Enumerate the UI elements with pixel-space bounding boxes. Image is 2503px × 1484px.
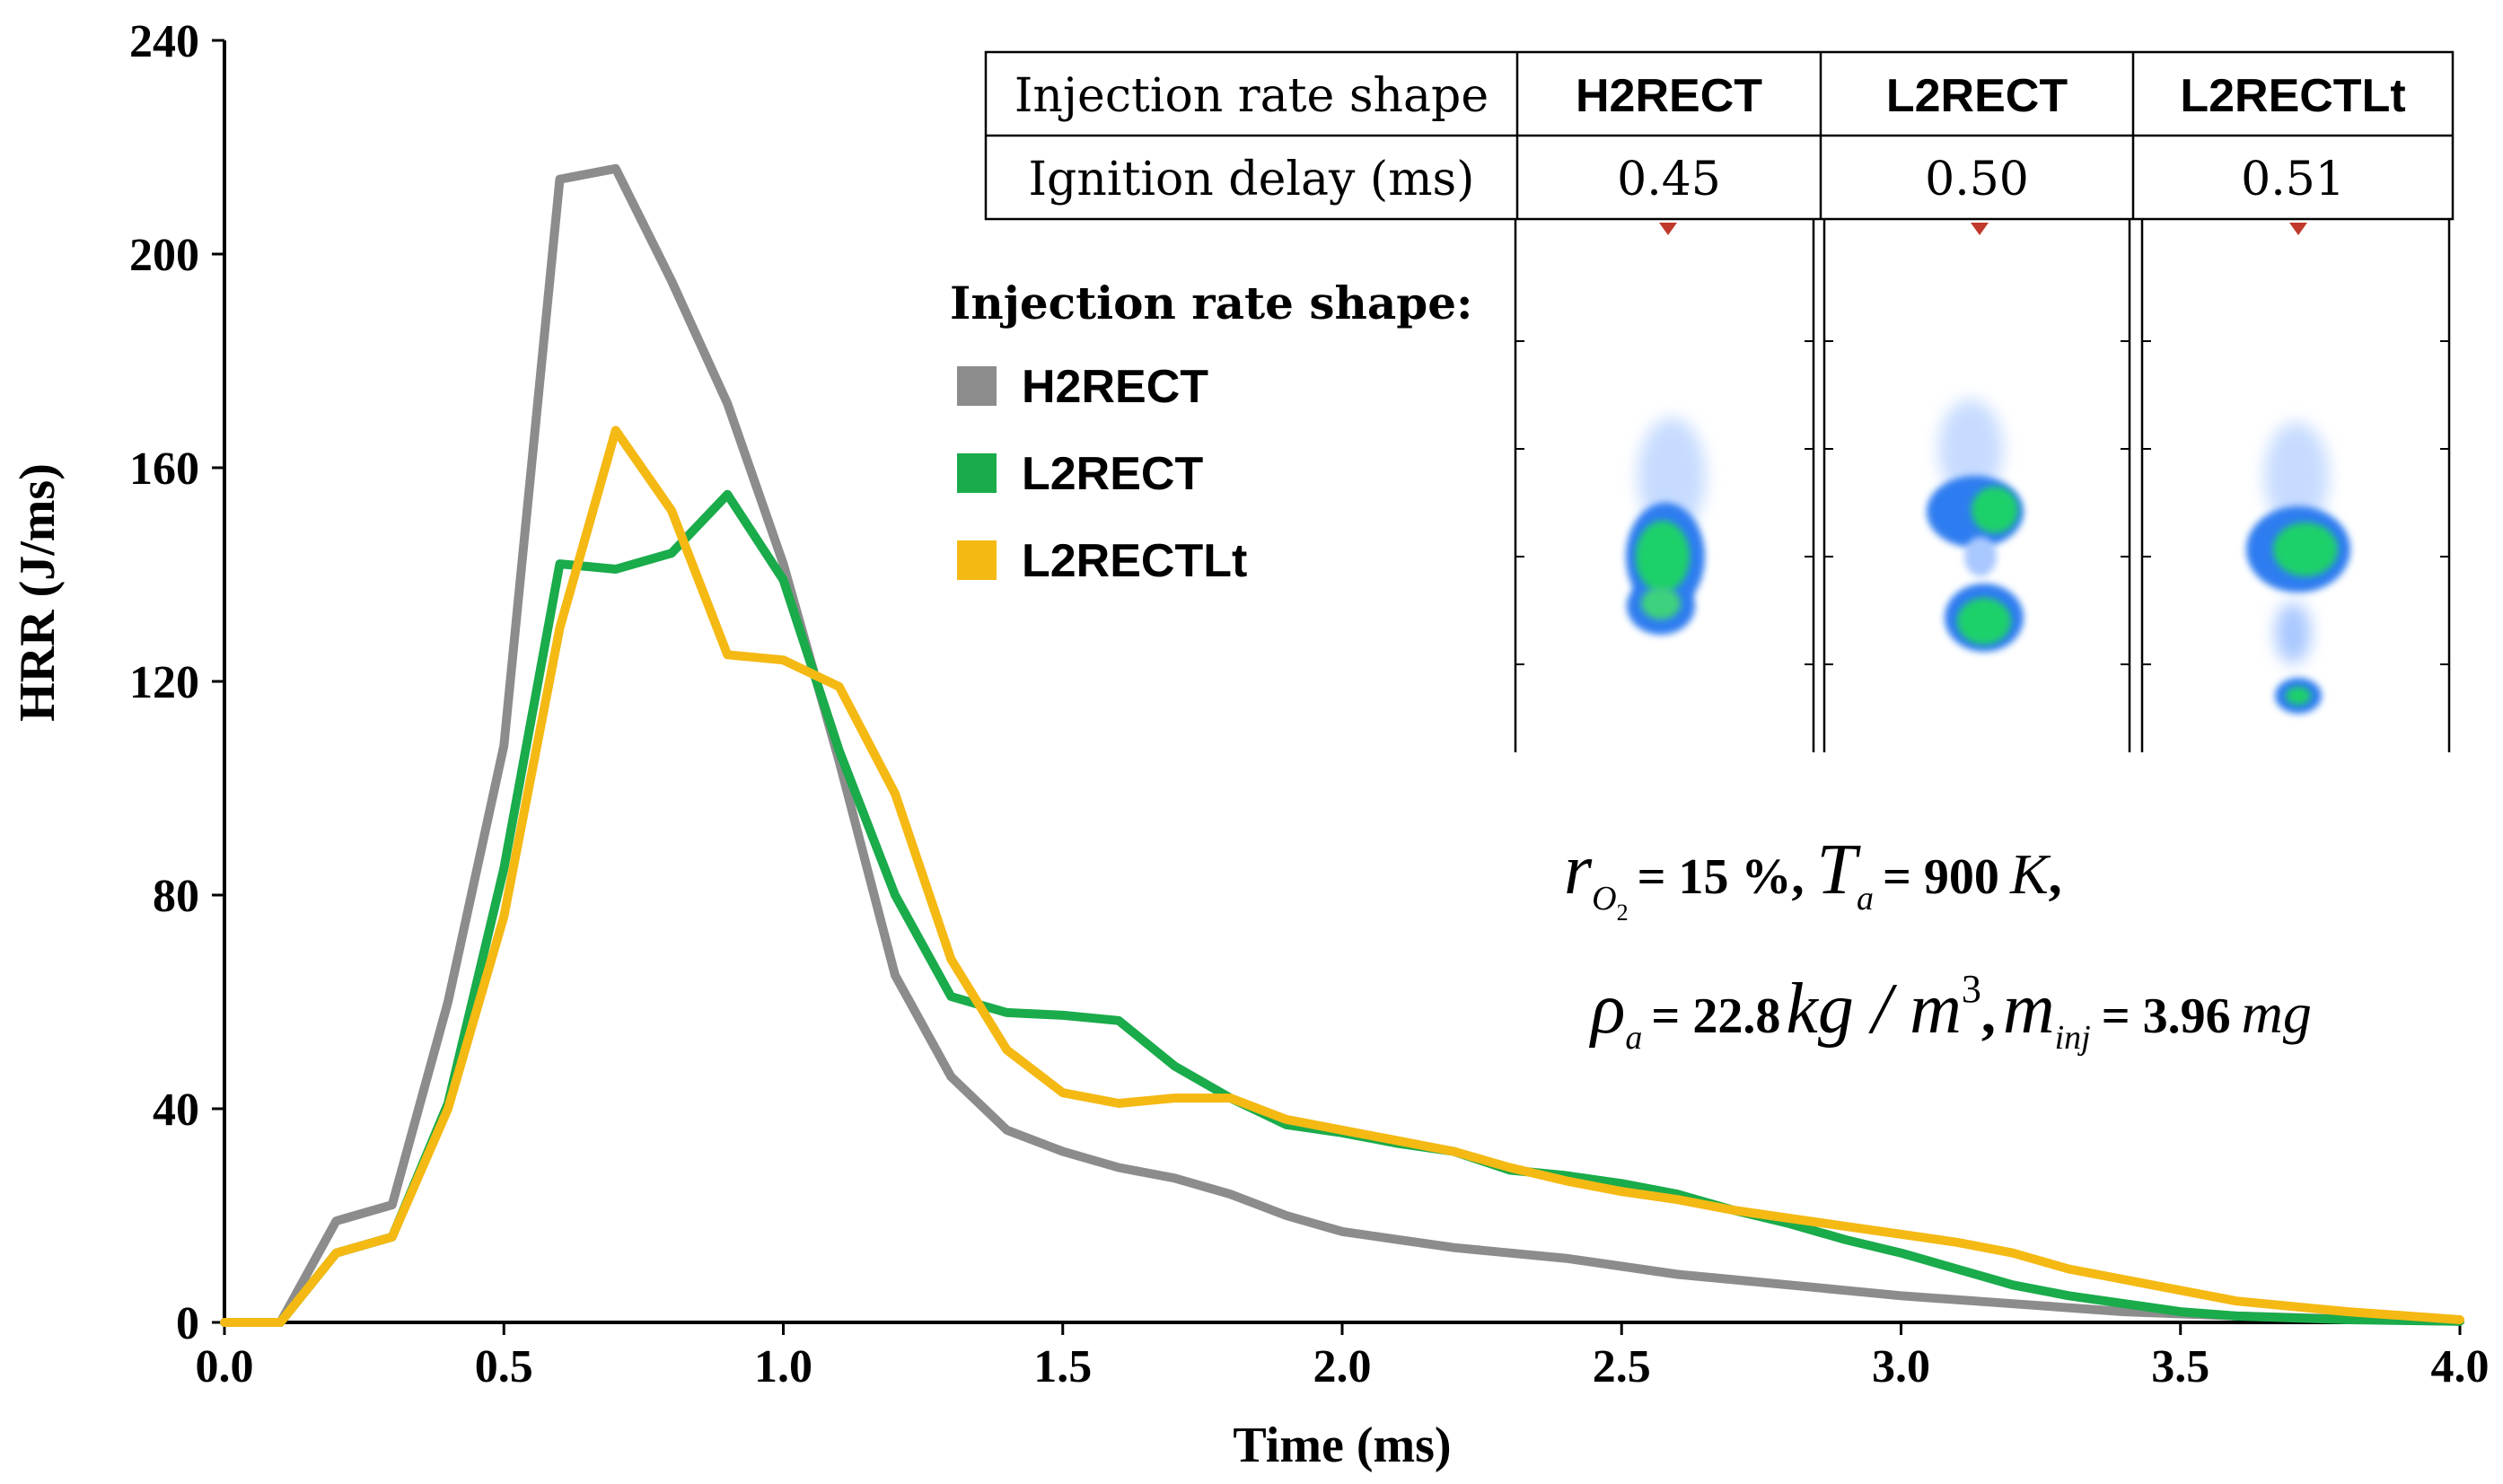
legend-swatch-l2rect bbox=[957, 453, 997, 493]
x-tick-label: 0.5 bbox=[475, 1341, 533, 1392]
legend-title: Injection rate shape: bbox=[950, 277, 1472, 329]
table-header: L2RECTLt bbox=[2180, 70, 2405, 122]
legend-swatch-h2rect bbox=[957, 366, 997, 406]
y-tick-label: 0 bbox=[176, 1298, 199, 1349]
table-cell: 0.45 bbox=[1617, 153, 1721, 206]
flame-image-panels bbox=[1514, 219, 2451, 752]
flame-image-h2rect bbox=[1626, 417, 1706, 635]
ignition-delay-table: Injection rate shape H2RECT L2RECT L2REC… bbox=[984, 50, 2455, 221]
legend: Injection rate shape: H2RECT L2RECT L2RE… bbox=[950, 277, 1472, 587]
y-tick-label: 80 bbox=[153, 871, 199, 922]
series-layer bbox=[220, 163, 2464, 1327]
flame-image-l2rectlt bbox=[2246, 422, 2350, 714]
y-tick-label: 240 bbox=[129, 16, 199, 67]
series-line-l2rectlt bbox=[220, 426, 2464, 1327]
conditions-line-2: ρa = 22.8kg / m3, minj = 3.96 mg bbox=[1588, 967, 2312, 1057]
legend-label-l2rect: L2RECT bbox=[1022, 448, 1203, 500]
x-tick-label: 2.5 bbox=[1593, 1341, 1651, 1392]
table-cell: 0.50 bbox=[1925, 153, 2029, 206]
y-tick-label: 120 bbox=[129, 657, 199, 708]
flame-image-l2rect bbox=[1927, 400, 2024, 652]
legend-label-h2rect: H2RECT bbox=[1022, 361, 1208, 413]
x-tick-label: 4.0 bbox=[2431, 1341, 2490, 1392]
y-tick-label: 160 bbox=[129, 443, 199, 495]
legend-label-l2rectlt: L2RECTLt bbox=[1022, 535, 1247, 587]
test-conditions: rO2= 15 %, Ta = 900 K, ρa = 22.8kg / m3, minj… bbox=[1564, 830, 2312, 1057]
x-tick-label: 2.0 bbox=[1313, 1341, 1372, 1392]
x-tick-label: 0.0 bbox=[196, 1341, 254, 1392]
legend-swatch-l2rectlt bbox=[957, 540, 997, 580]
x-tick-label: 3.5 bbox=[2151, 1341, 2209, 1392]
ticks: 0.0 0.5 1.0 1.5 2.0 2.5 3.0 3.5 4.0 0 40 80 120 160 20… bbox=[129, 16, 2490, 1392]
table-cell: Injection rate shape bbox=[1014, 69, 1489, 123]
y-axis-title: HRR (J/ms) bbox=[10, 463, 66, 722]
x-tick-label: 1.5 bbox=[1033, 1341, 1092, 1392]
y-tick-label: 200 bbox=[129, 230, 199, 281]
table-header: H2RECT bbox=[1576, 70, 1762, 122]
x-tick-label: 1.0 bbox=[754, 1341, 812, 1392]
series-line-h2rect bbox=[220, 163, 2464, 1327]
table-cell: Ignition delay (ms) bbox=[1029, 153, 1475, 206]
table-header: L2RECT bbox=[1886, 70, 2068, 122]
y-tick-label: 40 bbox=[153, 1084, 199, 1136]
injector-marker bbox=[1659, 223, 2307, 235]
x-axis-title: Time (ms) bbox=[1233, 1418, 1451, 1473]
x-tick-label: 3.0 bbox=[1872, 1341, 1930, 1392]
conditions-line-1: rO2= 15 %, Ta = 900 K, bbox=[1564, 830, 2062, 926]
flame-panel-ticks bbox=[1515, 340, 2449, 665]
table-cell: 0.51 bbox=[2241, 153, 2345, 206]
